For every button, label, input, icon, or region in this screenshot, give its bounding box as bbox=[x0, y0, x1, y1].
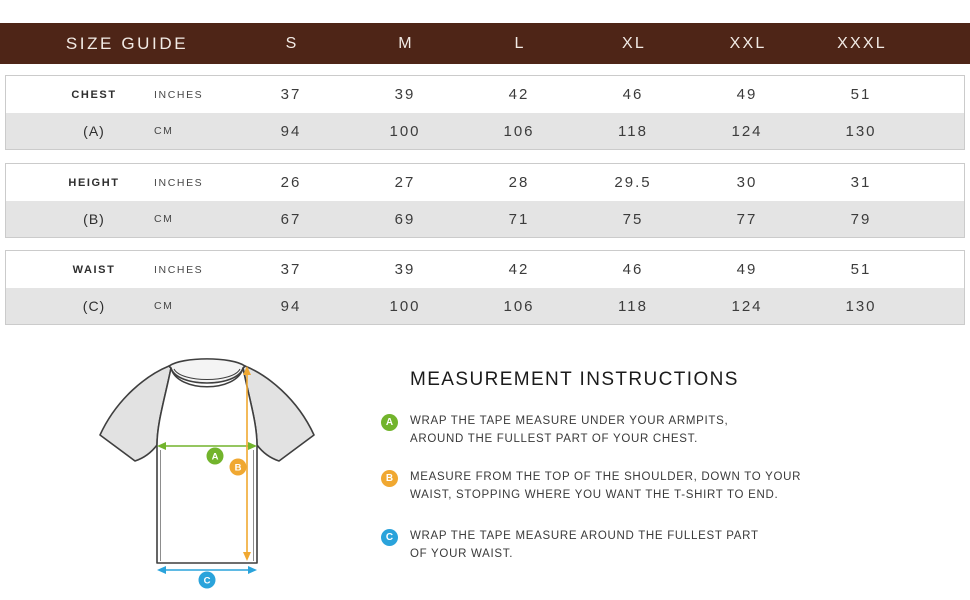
instruction-badge-c: C bbox=[381, 529, 398, 546]
table-row-chest-inches: CHEST INCHES 37 39 42 46 49 51 bbox=[6, 76, 964, 113]
size-column-header-xxl: XXL bbox=[729, 34, 767, 52]
instruction-item-c: C WRAP THE TAPE MEASURE AROUND THE FULLE… bbox=[381, 528, 891, 563]
diagram-marker-b: B bbox=[229, 458, 247, 476]
table-cell: 39 bbox=[394, 261, 416, 278]
instruction-line: WRAP THE TAPE MEASURE AROUND THE FULLEST… bbox=[410, 530, 759, 542]
table-cell: 51 bbox=[850, 86, 872, 103]
unit-label-cm: CM bbox=[154, 213, 174, 225]
unit-label-inches: INCHES bbox=[154, 88, 204, 101]
table-row-waist-inches: WAIST INCHES 37 39 42 46 49 51 bbox=[6, 251, 964, 288]
table-cell: 27 bbox=[394, 174, 416, 191]
table-cell: 94 bbox=[280, 297, 302, 315]
measure-label-height: HEIGHT bbox=[68, 176, 120, 189]
measure-arrow-length bbox=[243, 366, 251, 561]
table-cell: 49 bbox=[736, 86, 758, 103]
table-cell: 106 bbox=[503, 122, 535, 140]
table-cell: 100 bbox=[389, 297, 421, 315]
table-cell: 26 bbox=[280, 174, 302, 191]
table-cell: 124 bbox=[731, 297, 763, 315]
diagram-marker-a: A bbox=[206, 447, 224, 465]
table-cell: 42 bbox=[508, 86, 530, 103]
table-cell: 118 bbox=[618, 297, 648, 315]
size-column-header-xl: XL bbox=[622, 34, 646, 52]
measure-label-waist: WAIST bbox=[72, 263, 116, 276]
size-column-header-l: L bbox=[514, 34, 526, 52]
size-guide-header-bar: SIZE GUIDE S M L XL XXL XXXL bbox=[0, 23, 970, 64]
size-guide-title: SIZE GUIDE bbox=[65, 33, 189, 53]
table-cell: 69 bbox=[394, 210, 416, 228]
instruction-item-a: A WRAP THE TAPE MEASURE UNDER YOUR ARMPI… bbox=[381, 413, 891, 448]
table-cell: 37 bbox=[280, 261, 302, 278]
instruction-text-c: WRAP THE TAPE MEASURE AROUND THE FULLEST… bbox=[410, 528, 891, 563]
size-table-block-chest: CHEST INCHES 37 39 42 46 49 51 (A) CM 94… bbox=[5, 75, 965, 150]
size-table-block-waist: WAIST INCHES 37 39 42 46 49 51 (C) CM 94… bbox=[5, 250, 965, 325]
table-cell: 49 bbox=[736, 261, 758, 278]
svg-text:B: B bbox=[235, 463, 242, 474]
table-cell: 31 bbox=[850, 174, 872, 191]
measure-key-c: (C) bbox=[82, 298, 106, 314]
measure-arrow-chest bbox=[157, 442, 257, 450]
table-cell: 94 bbox=[280, 122, 302, 140]
tshirt-measurement-diagram: A B C bbox=[97, 353, 317, 595]
table-row-height-inches: HEIGHT INCHES 26 27 28 29.5 30 31 bbox=[6, 164, 964, 201]
tshirt-diagram-svg: A B C bbox=[99, 358, 315, 589]
table-cell: 46 bbox=[622, 261, 644, 278]
instruction-text-a: WRAP THE TAPE MEASURE UNDER YOUR ARMPITS… bbox=[410, 413, 891, 448]
instruction-line: OF YOUR WAIST. bbox=[410, 547, 514, 560]
table-cell: 130 bbox=[845, 297, 877, 315]
instruction-text-b: MEASURE FROM THE TOP OF THE SHOULDER, DO… bbox=[410, 469, 891, 504]
table-cell: 51 bbox=[850, 261, 872, 278]
table-cell: 75 bbox=[622, 210, 644, 228]
size-table-block-height: HEIGHT INCHES 26 27 28 29.5 30 31 (B) CM… bbox=[5, 163, 965, 238]
measure-key-a: (A) bbox=[83, 123, 105, 139]
table-cell: 67 bbox=[280, 210, 302, 228]
table-cell: 37 bbox=[280, 86, 302, 103]
instruction-line: WRAP THE TAPE MEASURE UNDER YOUR ARMPITS… bbox=[410, 415, 729, 427]
table-row-chest-cm: (A) CM 94 100 106 118 124 130 bbox=[6, 113, 964, 149]
size-column-header-xxxl: XXXL bbox=[837, 34, 887, 52]
diagram-marker-c: C bbox=[198, 571, 216, 589]
table-cell: 42 bbox=[508, 261, 530, 278]
tshirt-collar-rib-line bbox=[173, 368, 241, 380]
svg-text:C: C bbox=[204, 576, 211, 587]
table-cell: 30 bbox=[736, 174, 758, 191]
unit-label-inches: INCHES bbox=[154, 263, 204, 276]
table-cell: 71 bbox=[508, 210, 530, 228]
table-cell: 130 bbox=[845, 122, 877, 140]
unit-label-cm: CM bbox=[154, 125, 174, 137]
table-cell: 79 bbox=[850, 210, 872, 228]
table-cell: 118 bbox=[618, 122, 648, 140]
size-column-header-m: M bbox=[398, 34, 414, 52]
svg-text:A: A bbox=[212, 452, 219, 463]
table-cell: 29.5 bbox=[614, 174, 652, 191]
table-cell: 100 bbox=[389, 122, 421, 140]
unit-label-inches: INCHES bbox=[154, 176, 204, 189]
table-row-waist-cm: (C) CM 94 100 106 118 124 130 bbox=[6, 288, 964, 324]
tshirt-body bbox=[156, 367, 258, 564]
table-cell: 28 bbox=[508, 174, 530, 191]
size-column-header-s: S bbox=[285, 34, 299, 52]
table-row-height-cm: (B) CM 67 69 71 75 77 79 bbox=[6, 201, 964, 237]
unit-label-cm: CM bbox=[154, 300, 174, 312]
measurement-instructions-title: MEASUREMENT INSTRUCTIONS bbox=[410, 369, 739, 390]
table-cell: 77 bbox=[736, 210, 758, 228]
table-cell: 124 bbox=[731, 122, 763, 140]
measure-key-b: (B) bbox=[83, 211, 105, 227]
instruction-line: MEASURE FROM THE TOP OF THE SHOULDER, DO… bbox=[410, 471, 802, 483]
measure-arrow-waist bbox=[157, 566, 257, 574]
instruction-badge-a: A bbox=[381, 414, 398, 431]
measure-label-chest: CHEST bbox=[71, 88, 117, 101]
instruction-line: AROUND THE FULLEST PART OF YOUR CHEST. bbox=[410, 432, 698, 445]
instruction-line: WAIST, STOPPING WHERE YOU WANT THE T-SHI… bbox=[410, 488, 779, 501]
instruction-badge-b: B bbox=[381, 470, 398, 487]
table-cell: 46 bbox=[622, 86, 644, 103]
instruction-item-b: B MEASURE FROM THE TOP OF THE SHOULDER, … bbox=[381, 469, 891, 504]
table-cell: 106 bbox=[503, 297, 535, 315]
table-cell: 39 bbox=[394, 86, 416, 103]
